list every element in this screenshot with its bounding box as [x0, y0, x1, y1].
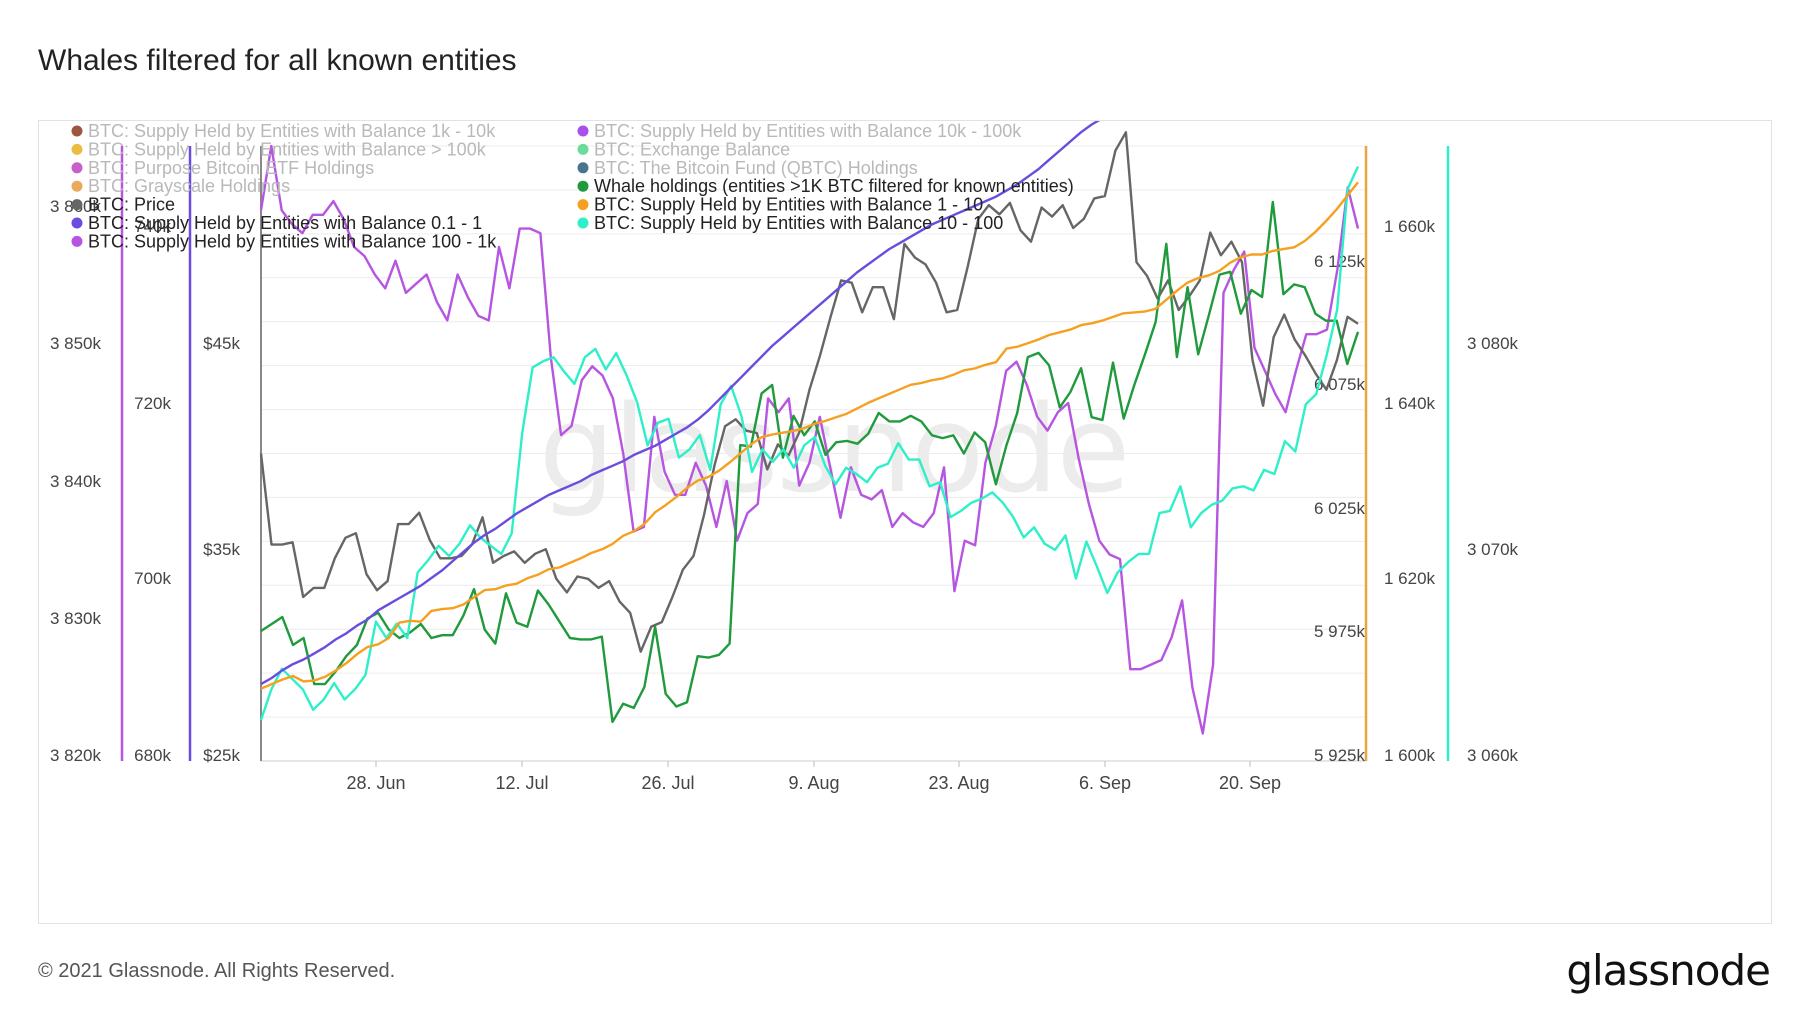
gridlines	[261, 145, 1366, 762]
y-tick-label: 3 070k	[1467, 540, 1519, 559]
legend-dot	[577, 180, 589, 192]
legend-dot	[71, 180, 83, 192]
y-tick-label: 1 660k	[1384, 217, 1436, 236]
y-tick-label: 700k	[134, 569, 171, 588]
legend-dot	[71, 235, 83, 247]
y-tick-label: 3 060k	[1467, 746, 1519, 765]
y-tick-label: 680k	[134, 746, 171, 765]
legend-label: BTC: Supply Held by Entities with Balanc…	[88, 231, 497, 251]
legend-item[interactable]: BTC: Supply Held by Entities with Balanc…	[577, 195, 984, 215]
x-tick-label: 12. Jul	[495, 773, 548, 793]
legend-item[interactable]: BTC: Exchange Balance	[577, 139, 791, 159]
x-tick-label: 20. Sep	[1219, 773, 1281, 793]
y-tick-label: $35k	[203, 540, 240, 559]
legend-dot	[71, 162, 83, 174]
legend-item[interactable]: BTC: Supply Held by Entities with Balanc…	[71, 213, 483, 233]
legend: BTC: Supply Held by Entities with Balanc…	[71, 121, 1074, 251]
legend-dot	[71, 199, 83, 211]
legend-label: BTC: Supply Held by Entities with Balanc…	[594, 121, 1022, 141]
legend-label: BTC: Supply Held by Entities with Balanc…	[594, 195, 983, 215]
y-tick-label: $25k	[203, 746, 240, 765]
x-tick-label: 23. Aug	[928, 773, 989, 793]
chart-title: Whales filtered for all known entities	[38, 44, 517, 77]
y-tick-label: 3 080k	[1467, 334, 1519, 353]
legend-label: BTC: The Bitcoin Fund (QBTC) Holdings	[594, 158, 918, 178]
legend-label: BTC: Supply Held by Entities with Balanc…	[88, 139, 487, 159]
x-tick-label: 28. Jun	[346, 773, 405, 793]
y-tick-label: 1 600k	[1384, 746, 1436, 765]
legend-dot	[577, 125, 589, 137]
chart-panel: glassnode 28. Jun 12. Jul 26. Jul 9. Aug 23. …	[38, 120, 1772, 924]
legend-label: BTC: Supply Held by Entities with Balanc…	[88, 121, 496, 141]
watermark-text: glassnode	[539, 381, 1129, 520]
y-axis-balance-1-10: 1 600k 1 620k 1 640k 1 660k	[1364, 146, 1436, 765]
legend-item[interactable]: BTC: The Bitcoin Fund (QBTC) Holdings	[577, 158, 918, 178]
legend-item[interactable]: BTC: Purpose Bitcoin ETF Holdings	[71, 158, 375, 178]
legend-item[interactable]: BTC: Supply Held by Entities with Balanc…	[577, 121, 1023, 141]
legend-label: BTC: Grayscale Holdings	[88, 176, 290, 196]
chart-svg: glassnode 28. Jun 12. Jul 26. Jul 9. Aug 23. …	[50, 121, 1519, 793]
y-axis-balance-100-1k: 680k 700k 720k 740k	[120, 146, 171, 765]
legend-item[interactable]: BTC: Grayscale Holdings	[71, 176, 291, 196]
y-tick-label: 3 830k	[50, 609, 102, 628]
series-line-btc-supply-held-by-entities-with-balance-100-1k	[259, 144, 1360, 735]
series-line-btc-supply-held-by-entities-with-balance-0-1-1	[260, 121, 1101, 686]
series-line-btc-price	[259, 131, 1359, 653]
y-tick-label: 740k	[134, 217, 171, 236]
legend-label: BTC: Supply Held by Entities with Balanc…	[594, 213, 1003, 233]
y-tick-label: 3 840k	[50, 472, 102, 491]
legend-dot	[71, 125, 83, 137]
y-tick-label: 1 620k	[1384, 569, 1436, 588]
series-line-btc-supply-held-by-entities-with-balance-10-100	[259, 165, 1360, 721]
x-tick-label: 26. Jul	[641, 773, 694, 793]
y-tick-label: 3 850k	[50, 334, 102, 353]
y-tick-label: 3 820k	[50, 746, 102, 765]
x-tick-label: 6. Sep	[1079, 773, 1131, 793]
y-axis-price: $25k $35k $45k	[188, 146, 240, 765]
y-tick-label: 6 025k	[1314, 499, 1366, 518]
legend-item[interactable]: BTC: Supply Held by Entities with Balanc…	[71, 139, 487, 159]
legend-dot	[71, 217, 83, 229]
brand-logo[interactable]: glassnode	[1566, 946, 1771, 995]
legend-label: BTC: Exchange Balance	[594, 139, 790, 159]
legend-label: BTC: Price	[88, 195, 175, 215]
legend-dot	[71, 143, 83, 155]
legend-dot	[577, 162, 589, 174]
legend-label: BTC: Purpose Bitcoin ETF Holdings	[88, 158, 374, 178]
legend-item[interactable]: BTC: Supply Held by Entities with Balanc…	[71, 121, 497, 141]
y-axis-balance-10-100: 3 060k 3 070k 3 080k	[1446, 146, 1519, 765]
legend-item[interactable]: BTC: Price	[71, 195, 176, 215]
y-tick-label: 5 975k	[1314, 622, 1366, 641]
y-tick-label: $45k	[203, 334, 240, 353]
legend-label: Whale holdings (entities >1K BTC filtere…	[594, 176, 1074, 196]
legend-item[interactable]: Whale holdings (entities >1K BTC filtere…	[577, 176, 1074, 196]
y-tick-label: 5 925k	[1314, 746, 1366, 765]
legend-dot	[577, 199, 589, 211]
y-tick-label: 1 640k	[1384, 394, 1436, 413]
y-tick-label: 720k	[134, 394, 171, 413]
legend-dot	[577, 217, 589, 229]
legend-item[interactable]: BTC: Supply Held by Entities with Balanc…	[71, 231, 498, 251]
legend-item[interactable]: BTC: Supply Held by Entities with Balanc…	[577, 213, 1004, 233]
legend-label: BTC: Supply Held by Entities with Balanc…	[88, 213, 482, 233]
legend-dot	[577, 143, 589, 155]
series-line-btc-supply-held-by-entities-with-balance-1-10	[260, 181, 1359, 690]
series-line-whale-holdings-entities-1k-btc-filtered-for-known-entities	[260, 200, 1360, 724]
copyright-footer: © 2021 Glassnode. All Rights Reserved.	[38, 960, 396, 982]
y-tick-label: 6 125k	[1314, 252, 1366, 271]
x-tick-label: 9. Aug	[788, 773, 839, 793]
